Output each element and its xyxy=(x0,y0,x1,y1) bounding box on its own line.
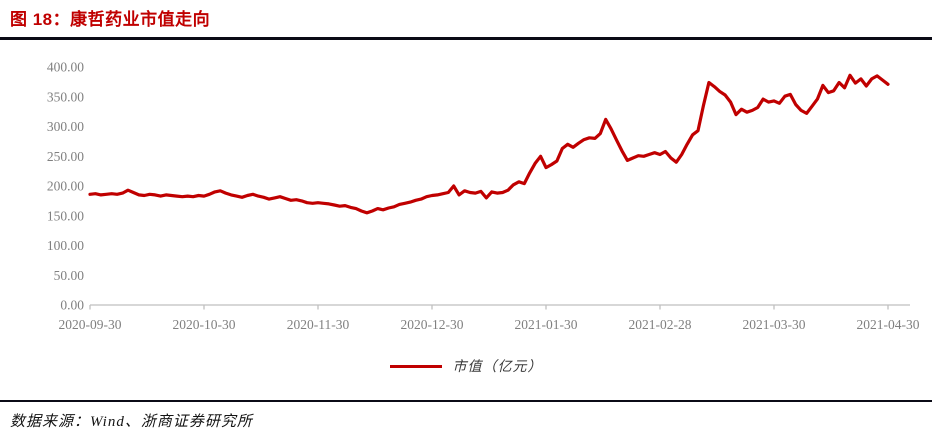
figure-title: 图 18：康哲药业市值走向 xyxy=(10,10,211,29)
y-axis-tick-label: 200.00 xyxy=(47,179,84,194)
y-axis-tick-label: 100.00 xyxy=(47,238,84,253)
data-source-note: 数据来源：Wind、浙商证券研究所 xyxy=(10,414,253,430)
y-axis-tick-label: 150.00 xyxy=(47,208,84,223)
footer-divider xyxy=(0,400,932,402)
y-axis-tick-label: 250.00 xyxy=(47,149,84,164)
x-axis-tick-label: 2021-04-30 xyxy=(857,317,920,332)
x-axis-tick-label: 2020-11-30 xyxy=(287,317,350,332)
y-axis-tick-label: 400.00 xyxy=(47,60,84,75)
y-axis-tick-label: 50.00 xyxy=(54,268,85,283)
market-cap-series-line xyxy=(88,73,890,215)
x-axis-tick-label: 2020-12-30 xyxy=(401,317,464,332)
header-divider xyxy=(0,37,932,40)
x-axis-tick-label: 2021-01-30 xyxy=(515,317,578,332)
y-axis-tick-label: 300.00 xyxy=(47,119,84,134)
y-axis-tick-label: 350.00 xyxy=(47,89,84,104)
x-axis-tick-label: 2021-02-28 xyxy=(629,317,692,332)
x-axis-tick-label: 2020-10-30 xyxy=(173,317,236,332)
market-cap-line-chart: 400.00 350.00 300.00 250.00 200.00 150.00 100.… xyxy=(47,60,920,333)
x-axis-tick-label: 2021-03-30 xyxy=(743,317,806,332)
y-axis-tick-label: 0.00 xyxy=(60,298,84,313)
legend-label: 市值（亿元） xyxy=(452,360,543,375)
legend-line-swatch xyxy=(389,364,442,368)
x-axis-tick-label: 2020-09-30 xyxy=(59,317,122,332)
chart-legend: 市值（亿元） xyxy=(0,357,932,375)
